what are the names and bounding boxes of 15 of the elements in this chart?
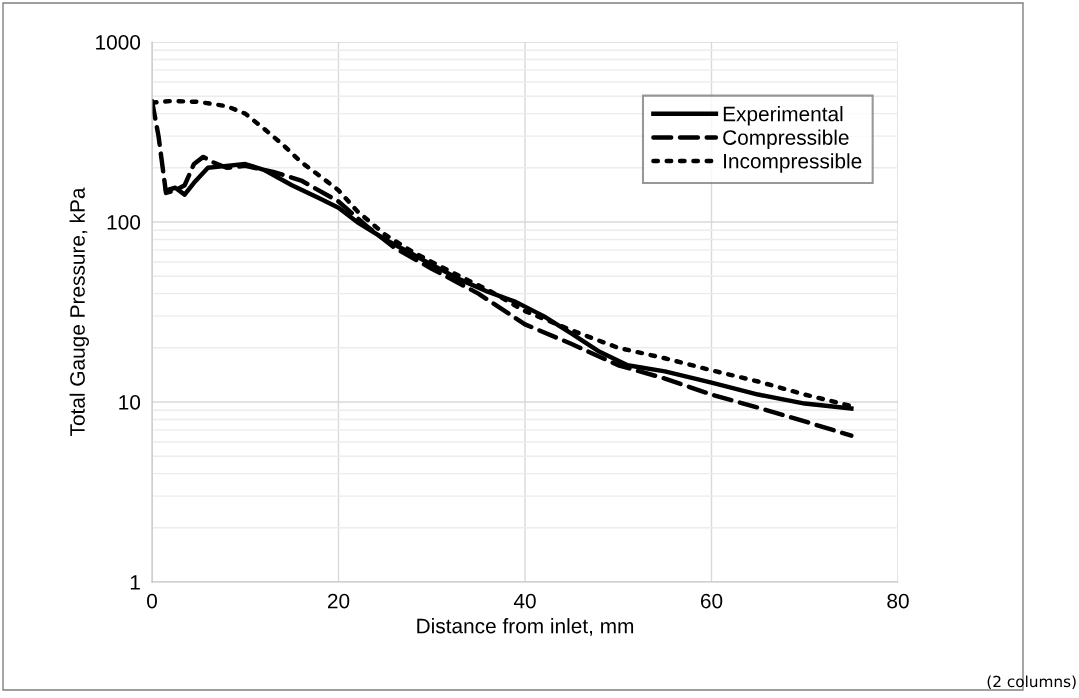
x-tick-label: 40 xyxy=(513,593,536,609)
x-tick-label: 20 xyxy=(327,593,350,609)
x-tick-label: 0 xyxy=(147,593,157,609)
y-tick-label: 100 xyxy=(107,215,141,230)
x-tick-label: 80 xyxy=(887,593,909,609)
legend-label: Compressible xyxy=(723,129,849,150)
legend-label: Incompressible xyxy=(724,153,862,173)
y-tick-label: 1000 xyxy=(96,35,141,50)
x-tick-label: 60 xyxy=(700,593,723,609)
y-tick-label: 1 xyxy=(130,575,140,590)
y-axis-title: Total Gauge Pressure, kPa xyxy=(69,187,89,437)
legend-label: Experimental xyxy=(723,106,843,126)
text: (2 columns) xyxy=(987,675,1076,690)
y-tick-label: 10 xyxy=(119,395,141,410)
x-axis-title: Distance from inlet, mm xyxy=(417,618,634,636)
